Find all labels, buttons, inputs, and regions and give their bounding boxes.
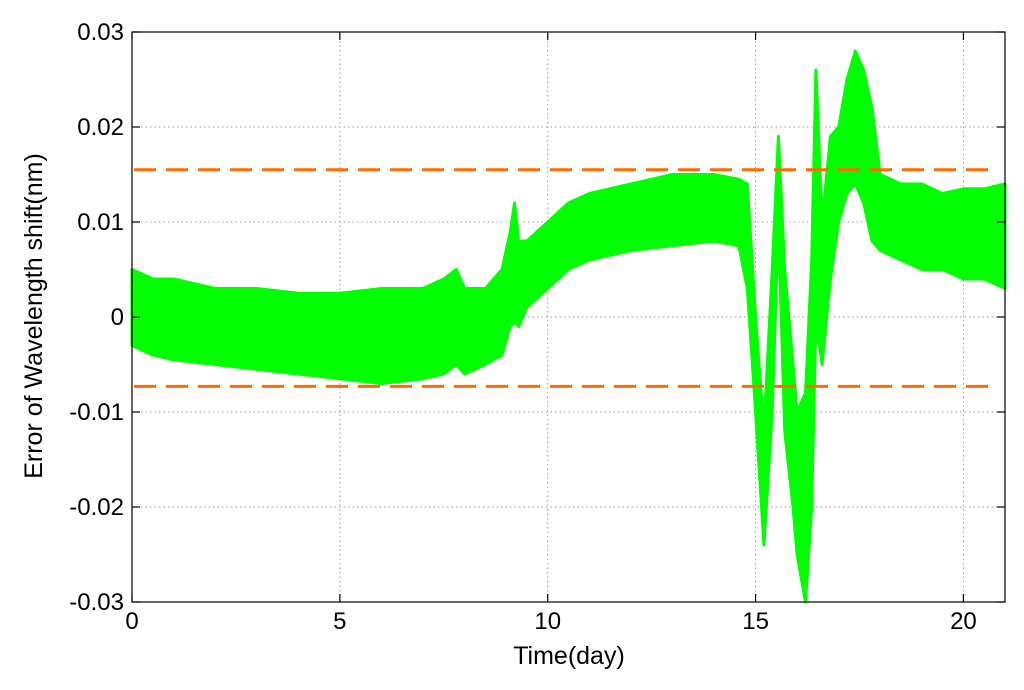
y-tick-label: 0.03 — [77, 19, 124, 46]
x-tick-label: 5 — [333, 608, 346, 635]
x-tick-label: 10 — [534, 608, 561, 635]
y-tick-label: -0.02 — [69, 494, 124, 521]
x-tick-label: 0 — [125, 608, 138, 635]
tick-labels: 0 5 10 15 20 -0.03 -0.02 -0.01 0 0.01 0.02 0.03 — [69, 19, 976, 635]
y-tick-label: 0.02 — [77, 114, 124, 141]
y-tick-label: -0.03 — [69, 589, 124, 616]
y-tick-label: -0.01 — [69, 399, 124, 426]
x-tick-label: 15 — [742, 608, 769, 635]
plot-frame — [131, 31, 1006, 603]
y-tick-label: 0 — [111, 304, 124, 331]
x-axis-label: Time(day) — [513, 642, 625, 670]
reference-lines — [134, 168, 991, 388]
x-tick-label: 20 — [950, 608, 977, 635]
grid-layer — [132, 32, 1005, 602]
y-axis-label: Error of Wavelength shift(nm) — [20, 153, 48, 479]
y-tick-label: 0.01 — [77, 209, 124, 236]
